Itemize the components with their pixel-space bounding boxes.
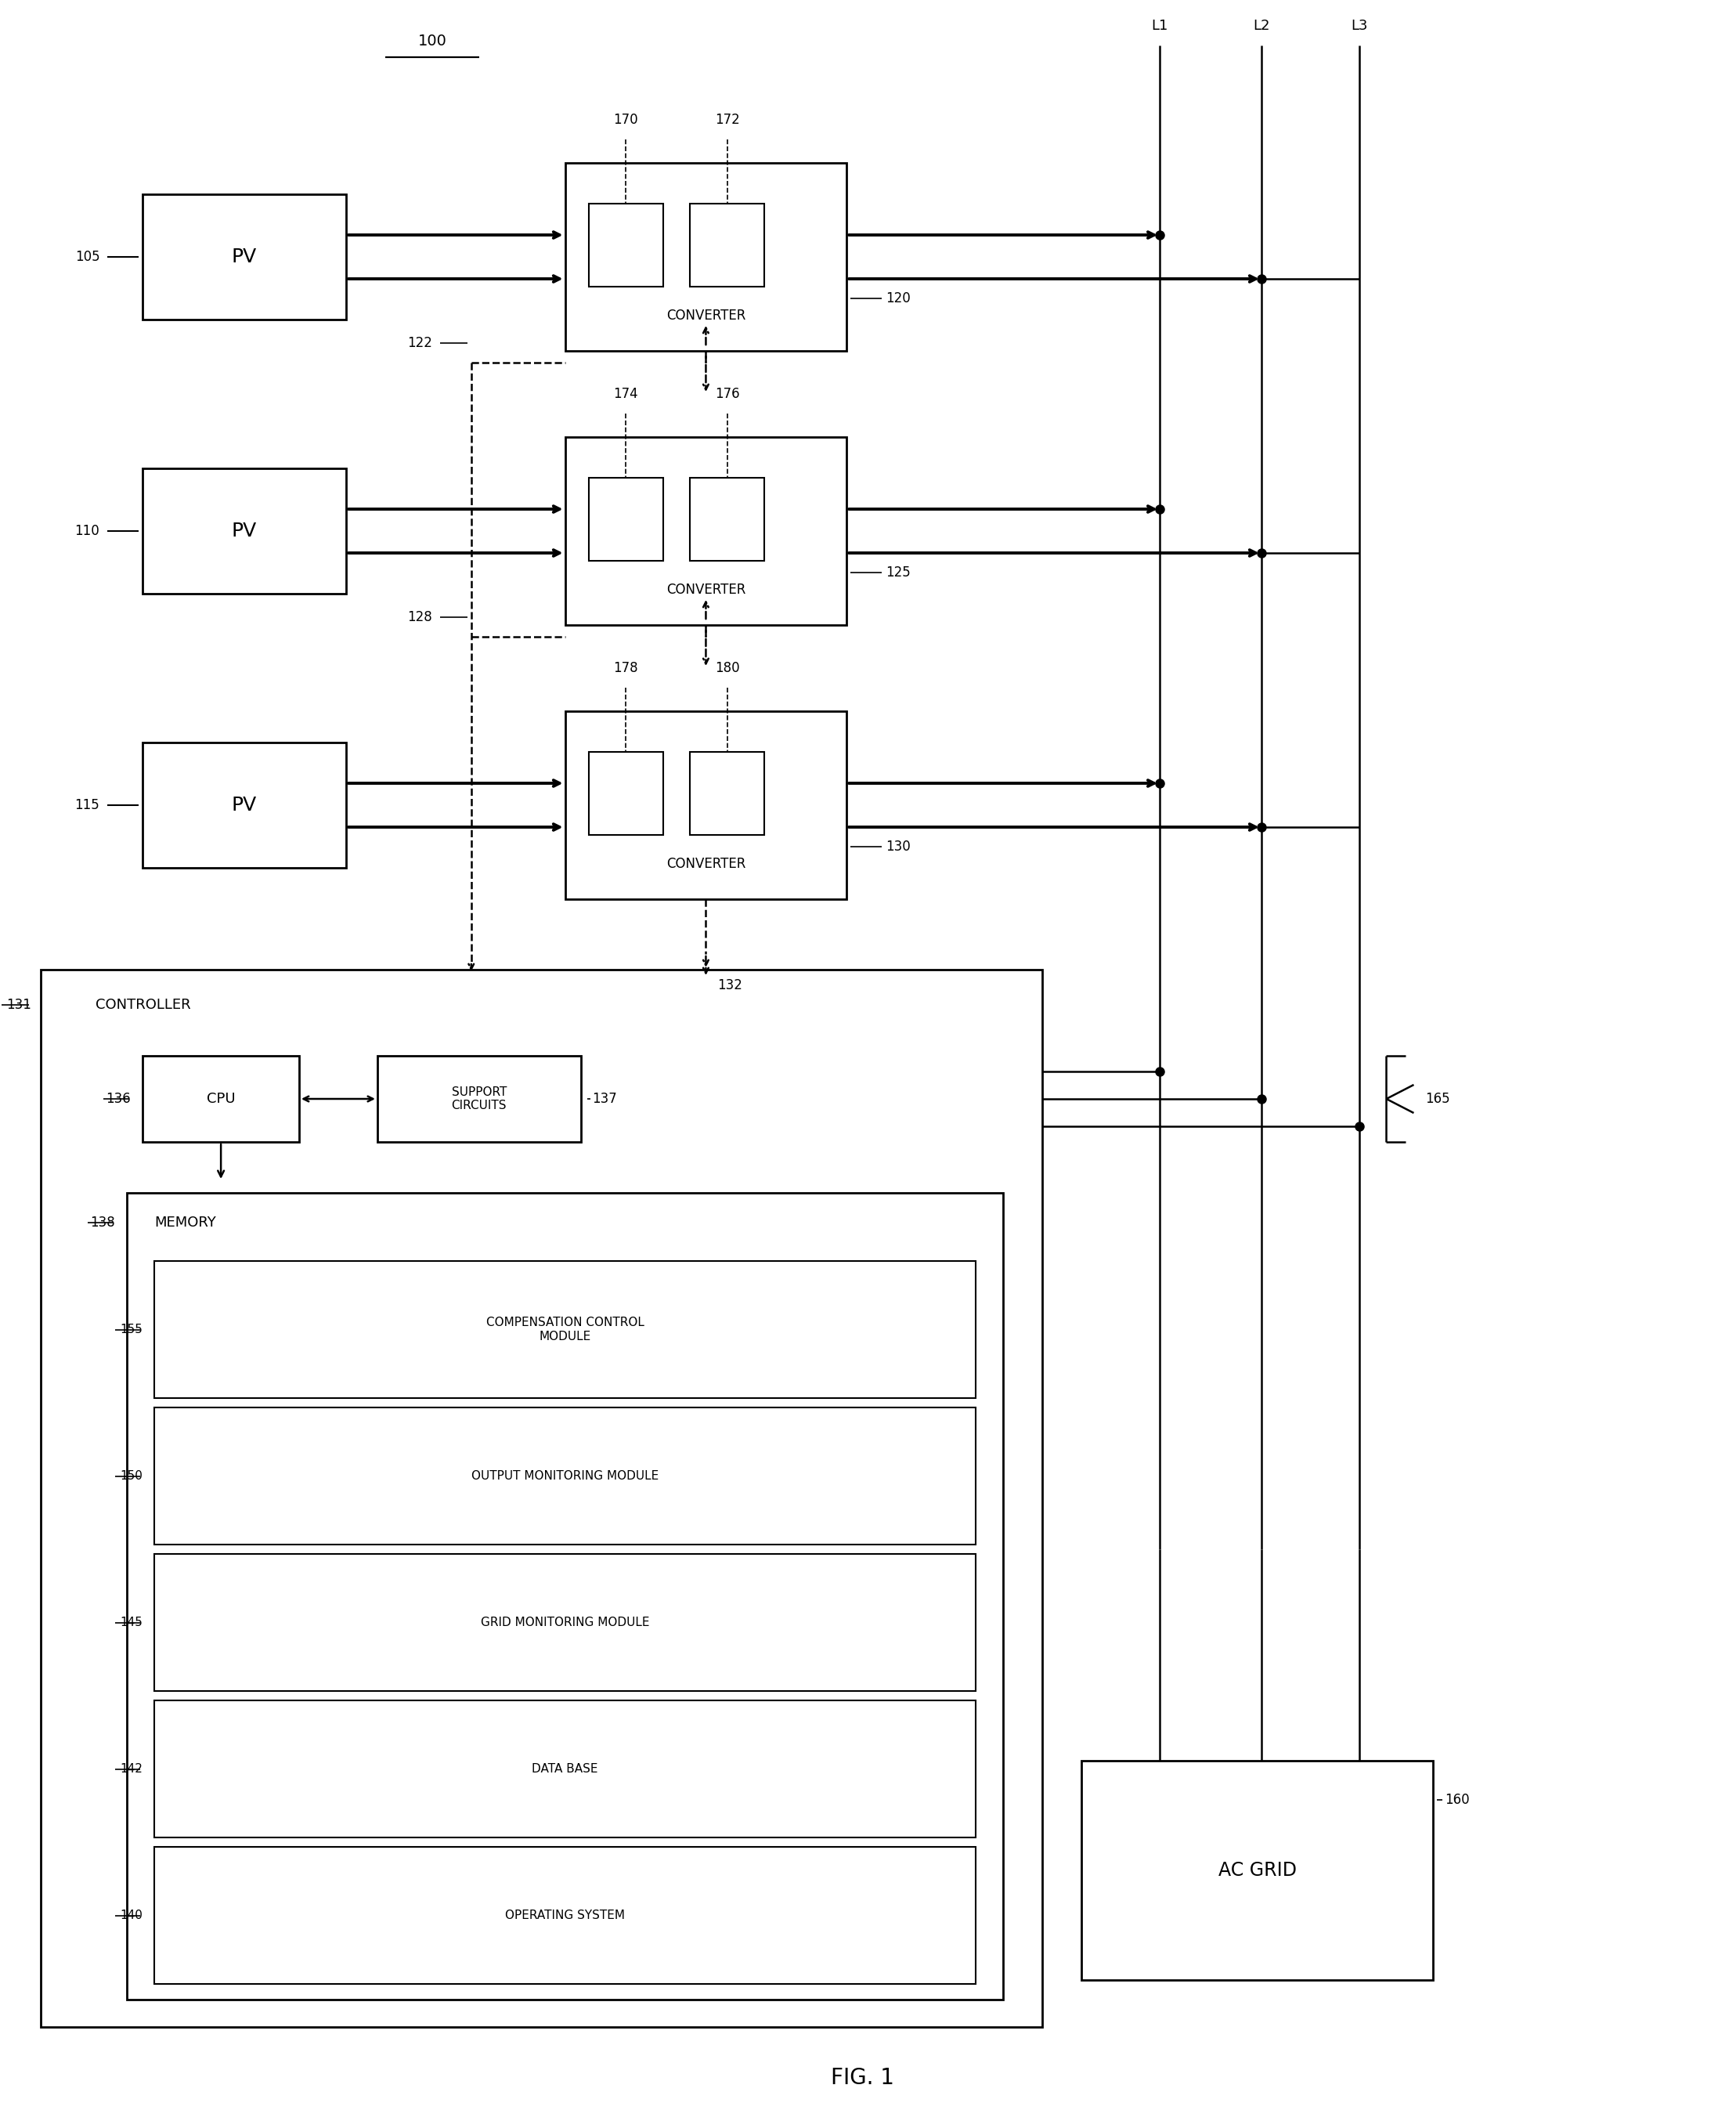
Bar bbox=[42, 969, 1042, 2028]
Text: L2: L2 bbox=[1253, 19, 1269, 34]
Text: 131: 131 bbox=[7, 997, 31, 1012]
Text: AC GRID: AC GRID bbox=[1219, 1860, 1297, 1879]
Bar bbox=[155, 1555, 976, 1690]
Text: PV: PV bbox=[231, 522, 257, 541]
Text: 180: 180 bbox=[715, 662, 740, 674]
Text: 142: 142 bbox=[120, 1763, 142, 1775]
Text: 128: 128 bbox=[408, 611, 432, 624]
Text: 160: 160 bbox=[1444, 1792, 1470, 1807]
Bar bbox=[589, 477, 663, 560]
Text: OUTPUT MONITORING MODULE: OUTPUT MONITORING MODULE bbox=[472, 1470, 658, 1483]
Text: CPU: CPU bbox=[207, 1092, 236, 1105]
Text: PV: PV bbox=[231, 795, 257, 814]
Text: 132: 132 bbox=[717, 978, 743, 993]
Bar bbox=[377, 1056, 582, 1141]
Text: 150: 150 bbox=[120, 1470, 142, 1483]
Bar bbox=[566, 437, 847, 626]
Text: COMPENSATION CONTROL
MODULE: COMPENSATION CONTROL MODULE bbox=[486, 1317, 644, 1343]
Text: L3: L3 bbox=[1351, 19, 1368, 34]
Bar bbox=[691, 204, 764, 286]
Bar bbox=[155, 1701, 976, 1837]
Text: 122: 122 bbox=[408, 335, 432, 350]
Bar bbox=[566, 163, 847, 350]
Text: CONVERTER: CONVERTER bbox=[667, 857, 745, 872]
Text: 174: 174 bbox=[613, 386, 639, 401]
Bar bbox=[155, 1408, 976, 1544]
Bar bbox=[142, 742, 345, 867]
Text: 105: 105 bbox=[75, 250, 99, 263]
Text: 140: 140 bbox=[120, 1909, 142, 1922]
Text: 155: 155 bbox=[120, 1324, 142, 1336]
Text: L1: L1 bbox=[1151, 19, 1168, 34]
Text: 125: 125 bbox=[885, 566, 911, 579]
Text: 165: 165 bbox=[1425, 1092, 1450, 1105]
Bar bbox=[155, 1262, 976, 1398]
Text: CONTROLLER: CONTROLLER bbox=[95, 997, 191, 1012]
Text: 110: 110 bbox=[75, 524, 99, 539]
Bar bbox=[691, 477, 764, 560]
Text: FIG. 1: FIG. 1 bbox=[830, 2068, 894, 2089]
Text: CONVERTER: CONVERTER bbox=[667, 583, 745, 596]
Text: 136: 136 bbox=[106, 1092, 130, 1105]
Text: 130: 130 bbox=[885, 840, 911, 855]
Text: CONVERTER: CONVERTER bbox=[667, 308, 745, 322]
Text: DATA BASE: DATA BASE bbox=[531, 1763, 599, 1775]
Bar bbox=[1082, 1760, 1434, 1981]
Text: 138: 138 bbox=[90, 1215, 115, 1230]
Bar bbox=[566, 711, 847, 899]
Text: GRID MONITORING MODULE: GRID MONITORING MODULE bbox=[481, 1616, 649, 1629]
Text: 170: 170 bbox=[613, 112, 639, 127]
Text: MEMORY: MEMORY bbox=[155, 1215, 215, 1230]
Bar bbox=[142, 469, 345, 594]
Text: 178: 178 bbox=[613, 662, 639, 674]
Bar bbox=[142, 195, 345, 320]
Bar bbox=[127, 1192, 1003, 2000]
Text: 120: 120 bbox=[885, 291, 911, 305]
Text: PV: PV bbox=[231, 248, 257, 267]
Bar bbox=[155, 1847, 976, 1983]
Text: 137: 137 bbox=[592, 1092, 618, 1105]
Text: 176: 176 bbox=[715, 386, 740, 401]
Text: OPERATING SYSTEM: OPERATING SYSTEM bbox=[505, 1909, 625, 1922]
Bar bbox=[691, 753, 764, 834]
Bar bbox=[589, 753, 663, 834]
Text: 115: 115 bbox=[75, 797, 99, 812]
Bar bbox=[142, 1056, 299, 1141]
Text: 172: 172 bbox=[715, 112, 740, 127]
Text: 145: 145 bbox=[120, 1616, 142, 1629]
Text: SUPPORT
CIRCUITS: SUPPORT CIRCUITS bbox=[451, 1086, 507, 1111]
Bar bbox=[589, 204, 663, 286]
Text: 100: 100 bbox=[418, 34, 446, 49]
